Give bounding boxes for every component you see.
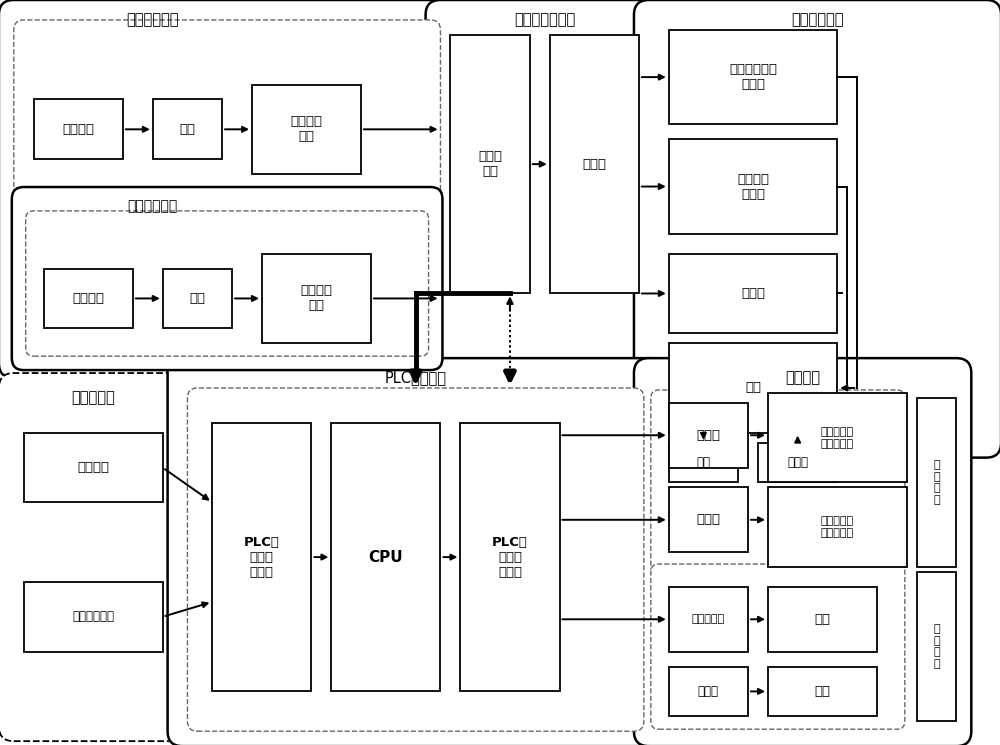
Bar <box>669 254 837 333</box>
FancyBboxPatch shape <box>634 358 971 745</box>
Text: 用户: 用户 <box>745 381 761 395</box>
Bar <box>669 139 837 234</box>
Bar <box>212 423 311 691</box>
FancyBboxPatch shape <box>0 0 455 378</box>
FancyBboxPatch shape <box>26 211 429 356</box>
Text: 接近开关: 接近开关 <box>77 461 109 474</box>
Text: 气缸磁性开关: 气缸磁性开关 <box>72 610 114 624</box>
Text: 照明光源: 照明光源 <box>62 123 94 136</box>
Bar <box>262 254 371 343</box>
Bar <box>768 487 907 567</box>
Bar <box>768 587 877 652</box>
Text: 径向测量装置: 径向测量装置 <box>126 13 179 28</box>
Text: 镜头: 镜头 <box>189 292 205 305</box>
Text: 轴向测量装置: 轴向测量装置 <box>128 199 178 213</box>
Bar <box>460 423 560 691</box>
FancyBboxPatch shape <box>14 20 440 204</box>
Bar <box>450 35 530 294</box>
FancyBboxPatch shape <box>0 373 187 741</box>
Text: 电磁换向阀: 电磁换向阀 <box>692 615 725 624</box>
Text: 电
气
系
统: 电 气 系 统 <box>933 460 940 505</box>
Text: 数据采
集卡: 数据采 集卡 <box>478 150 502 178</box>
Text: PLC控制模块: PLC控制模块 <box>385 370 447 385</box>
Text: 驱动器: 驱动器 <box>696 513 720 526</box>
Text: 警示灯: 警示灯 <box>787 456 808 469</box>
FancyBboxPatch shape <box>651 564 905 729</box>
FancyBboxPatch shape <box>168 358 664 745</box>
FancyBboxPatch shape <box>426 0 664 378</box>
Text: 尺寸报表
显示器: 尺寸报表 显示器 <box>737 173 769 200</box>
Bar <box>34 100 123 159</box>
Text: 上位机: 上位机 <box>582 158 606 171</box>
Text: 人机交互界面
显示器: 人机交互界面 显示器 <box>729 63 777 91</box>
Bar <box>669 343 837 433</box>
FancyBboxPatch shape <box>12 187 442 370</box>
Bar <box>669 403 748 468</box>
Bar <box>153 100 222 159</box>
Bar <box>163 269 232 329</box>
Bar <box>550 35 639 294</box>
Bar <box>669 667 748 716</box>
FancyBboxPatch shape <box>651 390 905 575</box>
Bar <box>917 398 956 567</box>
Text: PLC数
字量输
入模块: PLC数 字量输 入模块 <box>244 536 280 579</box>
Text: 照明光源: 照明光源 <box>72 292 104 305</box>
Bar <box>24 582 163 652</box>
Text: PLC数
字量输
出模块: PLC数 字量输 出模块 <box>492 536 528 579</box>
Bar <box>252 85 361 174</box>
Bar <box>331 423 440 691</box>
Text: CPU: CPU <box>369 550 403 565</box>
Text: 打印机: 打印机 <box>741 287 765 300</box>
Text: 人机交互模块: 人机交互模块 <box>791 13 844 28</box>
Text: 动力系统: 动力系统 <box>785 370 820 385</box>
Bar <box>768 393 907 483</box>
Text: 镜头: 镜头 <box>179 123 195 136</box>
Text: 动力卡盘旋
转步进电机: 动力卡盘旋 转步进电机 <box>821 427 854 448</box>
Bar <box>758 443 837 483</box>
Bar <box>917 572 956 721</box>
Text: 气缸: 气缸 <box>814 613 830 626</box>
Text: 弹簧夹具旋
转步进电机: 弹簧夹具旋 转步进电机 <box>821 516 854 538</box>
Text: 减压阀: 减压阀 <box>698 685 719 698</box>
Bar <box>669 587 748 652</box>
Text: 径向测量
相机: 径向测量 相机 <box>291 115 323 143</box>
Bar <box>24 433 163 502</box>
Text: 轴向测量
相机: 轴向测量 相机 <box>300 285 332 312</box>
Text: 按钮: 按钮 <box>696 456 710 469</box>
Text: 气源: 气源 <box>814 685 830 698</box>
Text: 气
压
系
统: 气 压 系 统 <box>933 624 940 669</box>
Text: 驱动器: 驱动器 <box>696 428 720 442</box>
Bar <box>669 487 748 552</box>
Bar <box>44 269 133 329</box>
FancyBboxPatch shape <box>187 388 644 731</box>
FancyBboxPatch shape <box>634 0 1000 457</box>
Text: 位置传感器: 位置传感器 <box>71 390 115 405</box>
Bar <box>669 443 738 483</box>
Text: 上位机控制模块: 上位机控制模块 <box>514 13 575 28</box>
Bar <box>669 30 837 124</box>
Bar <box>768 667 877 716</box>
